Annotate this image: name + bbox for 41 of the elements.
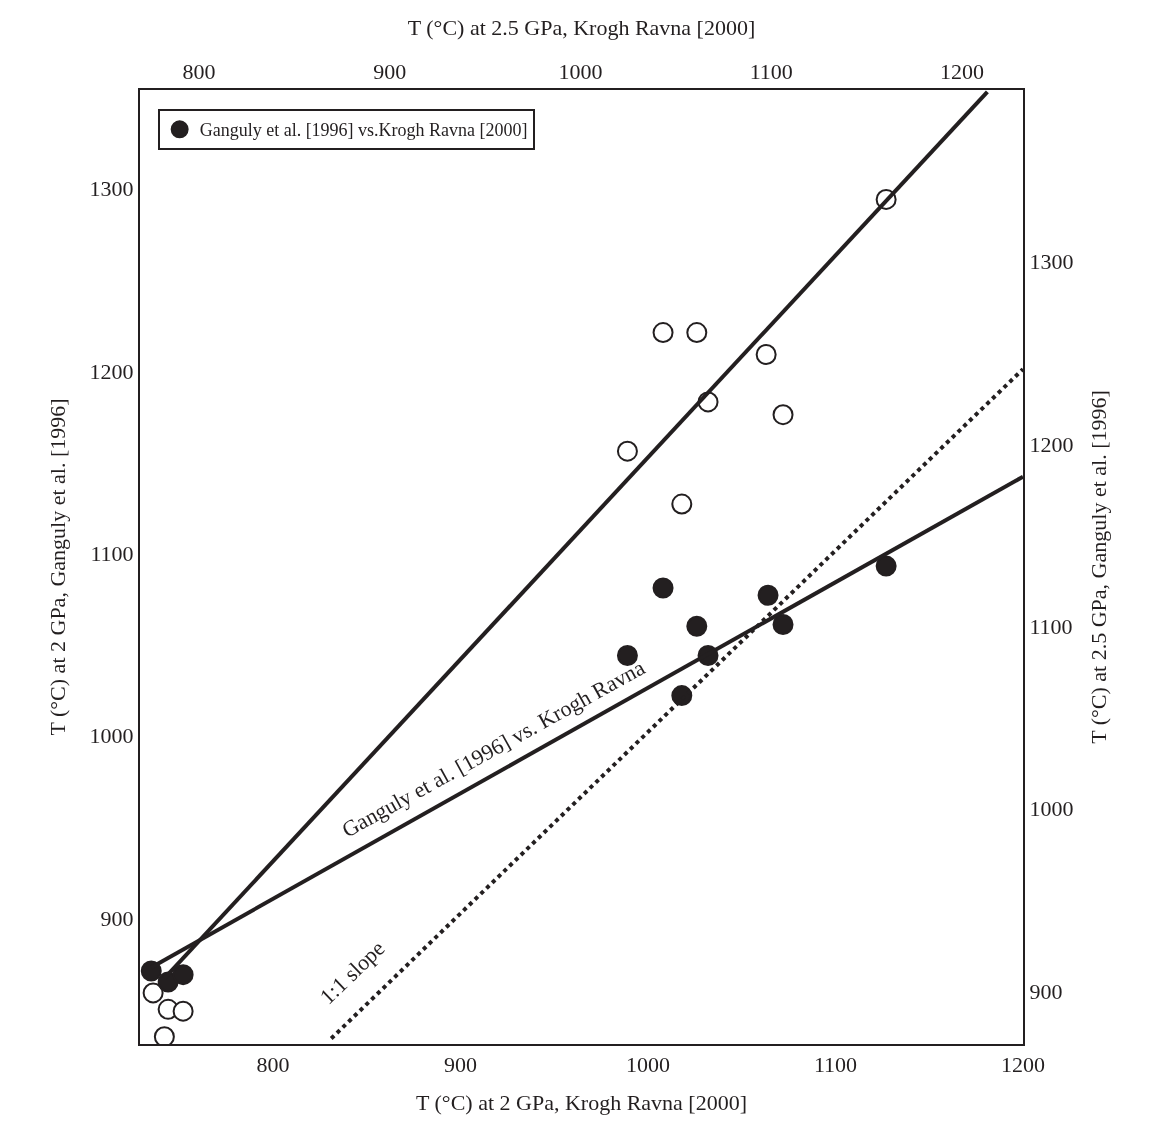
y-tick-label: 1100: [90, 541, 134, 567]
y-tick-label: 1300: [89, 176, 134, 202]
x-tick-label: 1000: [626, 1052, 671, 1078]
x2-tick-label: 1200: [939, 59, 984, 85]
point: [772, 613, 794, 635]
y2-tick-label: 1000: [1029, 796, 1074, 822]
point: [652, 577, 674, 599]
point: [772, 404, 794, 426]
point: [875, 555, 897, 577]
point: [616, 440, 638, 462]
x2-tick-label: 1000: [558, 59, 603, 85]
point: [172, 1000, 194, 1022]
y-tick-label: 900: [100, 905, 134, 931]
x-tick-label: 1100: [813, 1052, 858, 1078]
x-axis-title: T (°C) at 2 GPa, Krogh Ravna [2000]: [416, 1089, 747, 1115]
y-tick-label: 1000: [89, 723, 134, 749]
point: [142, 982, 164, 1004]
point: [153, 1026, 175, 1044]
point: [755, 343, 777, 365]
y2-tick-label: 1100: [1029, 613, 1073, 639]
x2-tick-label: 1100: [749, 59, 793, 85]
point: [757, 584, 779, 606]
legend-label: Ganguly et al. [1996] vs.Krogh Ravna [2000]: [199, 120, 528, 141]
y-axis-title: T (°C) at 2 GPa, Ganguly et al. [1996]: [44, 398, 70, 736]
point: [686, 615, 708, 637]
y-tick-label: 1200: [89, 358, 134, 384]
y2-tick-label: 900: [1029, 978, 1063, 1004]
y2-tick-label: 1200: [1029, 431, 1074, 457]
point: [671, 493, 693, 515]
x2-tick-label: 900: [373, 59, 407, 85]
x-tick-label: 1200: [1001, 1052, 1045, 1078]
y2-tick-label: 1300: [1029, 249, 1074, 275]
point: [172, 964, 194, 986]
point: [686, 322, 708, 344]
y2-axis-title: T (°C) at 2.5 GPa, Ganguly et al. [1996]: [1085, 390, 1111, 744]
x2-tick-label: 800: [182, 59, 216, 85]
x2-axis-title: T (°C) at 2.5 GPa, Krogh Ravna [2000]: [407, 14, 756, 40]
x-tick-label: 900: [444, 1052, 478, 1078]
x-tick-label: 800: [256, 1052, 290, 1078]
point: [652, 322, 674, 344]
point: [616, 644, 638, 666]
